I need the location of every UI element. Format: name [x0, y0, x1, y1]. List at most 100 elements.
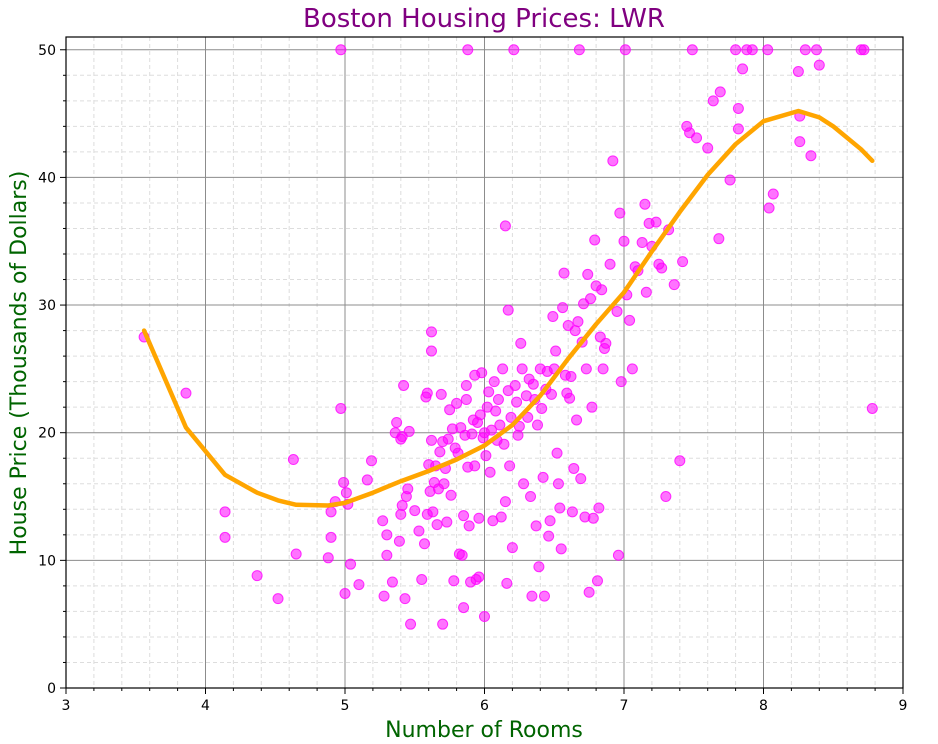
scatter-point — [575, 473, 587, 485]
scatter-point — [566, 506, 578, 518]
scatter-point — [568, 462, 580, 474]
scatter-point — [473, 571, 485, 583]
scatter-point — [555, 543, 567, 555]
scatter-point — [251, 570, 263, 582]
scatter-point — [799, 44, 811, 56]
x-tick-label: 4 — [201, 698, 210, 714]
scatter-point — [518, 478, 530, 490]
scatter-point — [509, 379, 521, 391]
scatter-point — [527, 378, 539, 390]
scatter-point — [442, 433, 454, 445]
scatter-point — [724, 174, 736, 186]
scatter-point — [322, 552, 334, 564]
scatter-point — [499, 496, 511, 508]
scatter-point — [425, 434, 437, 446]
scatter-point — [403, 425, 415, 437]
scatter-point — [614, 207, 626, 219]
scatter-point — [557, 302, 569, 314]
y-tick-label: 0 — [47, 681, 56, 697]
scatter-point — [508, 44, 520, 56]
scatter-point — [381, 549, 393, 561]
scatter-point — [460, 379, 472, 391]
x-tick-label: 9 — [899, 698, 908, 714]
scatter-point — [219, 531, 231, 543]
scatter-point — [640, 286, 652, 298]
scatter-point — [691, 132, 703, 144]
scatter-point — [580, 363, 592, 375]
scatter-point — [492, 394, 504, 406]
scatter-point — [427, 506, 439, 518]
scatter-point — [585, 293, 597, 305]
scatter-point — [405, 618, 417, 630]
scatter-point — [325, 531, 337, 543]
scatter-point — [462, 44, 474, 56]
scatter-point — [650, 216, 662, 228]
scatter-point — [597, 363, 609, 375]
scatter-point — [582, 268, 594, 280]
x-tick-label: 6 — [480, 698, 489, 714]
scatter-point — [335, 402, 347, 414]
scatter-point — [458, 602, 470, 614]
scatter-point — [398, 379, 410, 391]
scatter-point — [544, 515, 556, 527]
scatter-point — [530, 520, 542, 532]
lwr-curve — [141, 108, 875, 508]
scatter-point — [611, 305, 623, 317]
scatter-point — [469, 460, 481, 472]
scatter-point — [626, 363, 638, 375]
scatter-point — [484, 466, 496, 478]
scatter-point — [737, 63, 749, 75]
scatter-point — [713, 233, 725, 245]
x-axis-label: Number of Rooms — [385, 718, 583, 743]
scatter-point — [399, 593, 411, 605]
scatter-point — [811, 44, 823, 56]
chart-title: Boston Housing Prices: LWR — [303, 4, 665, 34]
scatter-point — [339, 588, 351, 600]
scatter-point — [656, 262, 668, 274]
scatter-point — [437, 618, 449, 630]
scatter-point — [619, 44, 631, 56]
scatter-point — [600, 337, 612, 349]
scatter-point — [805, 150, 817, 162]
scatter-point — [490, 405, 502, 417]
scatter-point — [537, 471, 549, 483]
y-tick-label: 20 — [38, 426, 56, 442]
scatter-point — [732, 123, 744, 135]
scatter-point — [473, 512, 485, 524]
lwr-curve-line — [141, 108, 875, 508]
scatter-point — [335, 44, 347, 56]
scatter-point — [396, 499, 408, 511]
scatter-points — [138, 44, 878, 630]
scatter-point — [636, 237, 648, 249]
scatter-point — [593, 502, 605, 514]
scatter-point — [353, 579, 365, 591]
scatter-point — [730, 44, 742, 56]
x-tick-label: 8 — [759, 698, 768, 714]
scatter-point — [794, 136, 806, 148]
scatter-point — [589, 234, 601, 246]
y-tick-label: 30 — [38, 298, 56, 314]
scatter-point — [219, 506, 231, 518]
major-grid — [65, 37, 904, 689]
scatter-point — [378, 590, 390, 602]
scatter-point — [558, 267, 570, 279]
scatter-point — [702, 142, 714, 154]
scatter-point — [483, 386, 495, 398]
scatter-point — [474, 409, 486, 421]
scatter-point — [498, 438, 510, 450]
scatter-point — [338, 476, 350, 488]
scatter-point — [272, 593, 284, 605]
scatter-point — [615, 376, 627, 388]
scatter-point — [502, 304, 514, 316]
scatter-point — [668, 279, 680, 291]
scatter-point — [499, 220, 511, 232]
scatter-point — [511, 396, 523, 408]
scatter-point — [714, 86, 726, 98]
scatter-point — [395, 508, 407, 520]
scatter-point — [533, 561, 545, 573]
scatter-point — [381, 529, 393, 541]
scatter-point — [438, 478, 450, 490]
scatter-point — [460, 394, 472, 406]
scatter-point — [674, 455, 686, 467]
